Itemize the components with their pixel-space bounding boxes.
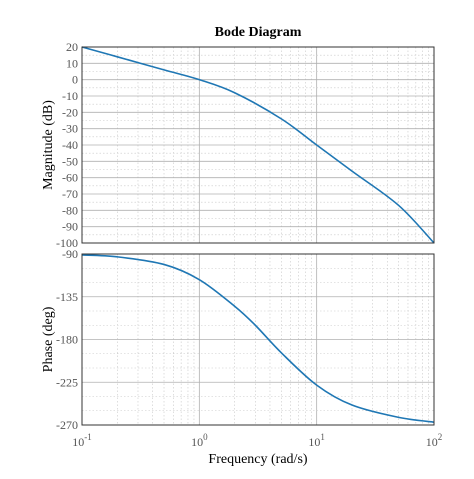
x-tick-exponent: -1	[84, 432, 92, 442]
y-tick-label: -225	[56, 375, 78, 389]
phase-panel: -90 -135 -180 -225 -270 Phase (deg)	[41, 247, 435, 432]
x-tick-label: 101	[308, 432, 325, 449]
phase-y-ticks: -90 -135 -180 -225 -270	[56, 247, 78, 432]
y-tick-label: -10	[62, 89, 78, 103]
y-tick-label: -70	[62, 187, 78, 201]
x-tick-base: 10	[72, 435, 84, 449]
y-tick-label: -270	[56, 418, 78, 432]
magnitude-axes-frame	[81, 46, 435, 244]
magnitude-series	[81, 46, 435, 244]
y-tick-label: -30	[62, 122, 78, 136]
phase-ylabel: Phase (deg)	[41, 306, 56, 372]
x-tick-label: 100	[191, 432, 208, 449]
y-tick-label: 10	[66, 56, 78, 70]
x-axis-label: Frequency (rad/s)	[208, 452, 307, 467]
y-tick-label: 20	[66, 40, 78, 54]
y-tick-label: -100	[56, 236, 78, 250]
y-tick-label: -90	[62, 220, 78, 234]
x-tick-exponent: 2	[438, 432, 443, 442]
x-tick-base: 10	[308, 435, 320, 449]
x-tick-labels: 10-1 100 101 102	[72, 432, 442, 449]
magnitude-ylabel: Magnitude (dB)	[41, 100, 56, 190]
chart-title: Bode Diagram	[215, 25, 302, 40]
y-tick-label: -80	[62, 203, 78, 217]
y-tick-label: -60	[62, 171, 78, 185]
phase-axes-frame	[81, 253, 435, 426]
magnitude-grid	[81, 46, 435, 244]
x-tick-label: 102	[426, 432, 443, 449]
phase-grid	[81, 253, 435, 426]
x-tick-exponent: 0	[203, 432, 208, 442]
y-tick-label: -20	[62, 105, 78, 119]
y-tick-label: -50	[62, 154, 78, 168]
y-tick-label: -40	[62, 138, 78, 152]
y-tick-label: -135	[56, 290, 78, 304]
x-tick-base: 10	[191, 435, 203, 449]
y-tick-label: -90	[62, 247, 78, 261]
magnitude-panel: 20 10 0 -10 -20 -30 -40 -50 -60 -70 -80 -90 -100 Mag…	[41, 40, 435, 250]
x-tick-label: 10-1	[72, 432, 92, 449]
x-tick-exponent: 1	[320, 432, 325, 442]
magnitude-y-ticks: 20 10 0 -10 -20 -30 -40 -50 -60 -70 -80 -90 -100	[56, 40, 78, 250]
phase-curve	[81, 254, 435, 423]
magnitude-curve	[81, 46, 435, 244]
x-tick-base: 10	[426, 435, 438, 449]
y-tick-label: -180	[56, 333, 78, 347]
phase-series	[81, 254, 435, 423]
y-tick-label: 0	[72, 73, 78, 87]
